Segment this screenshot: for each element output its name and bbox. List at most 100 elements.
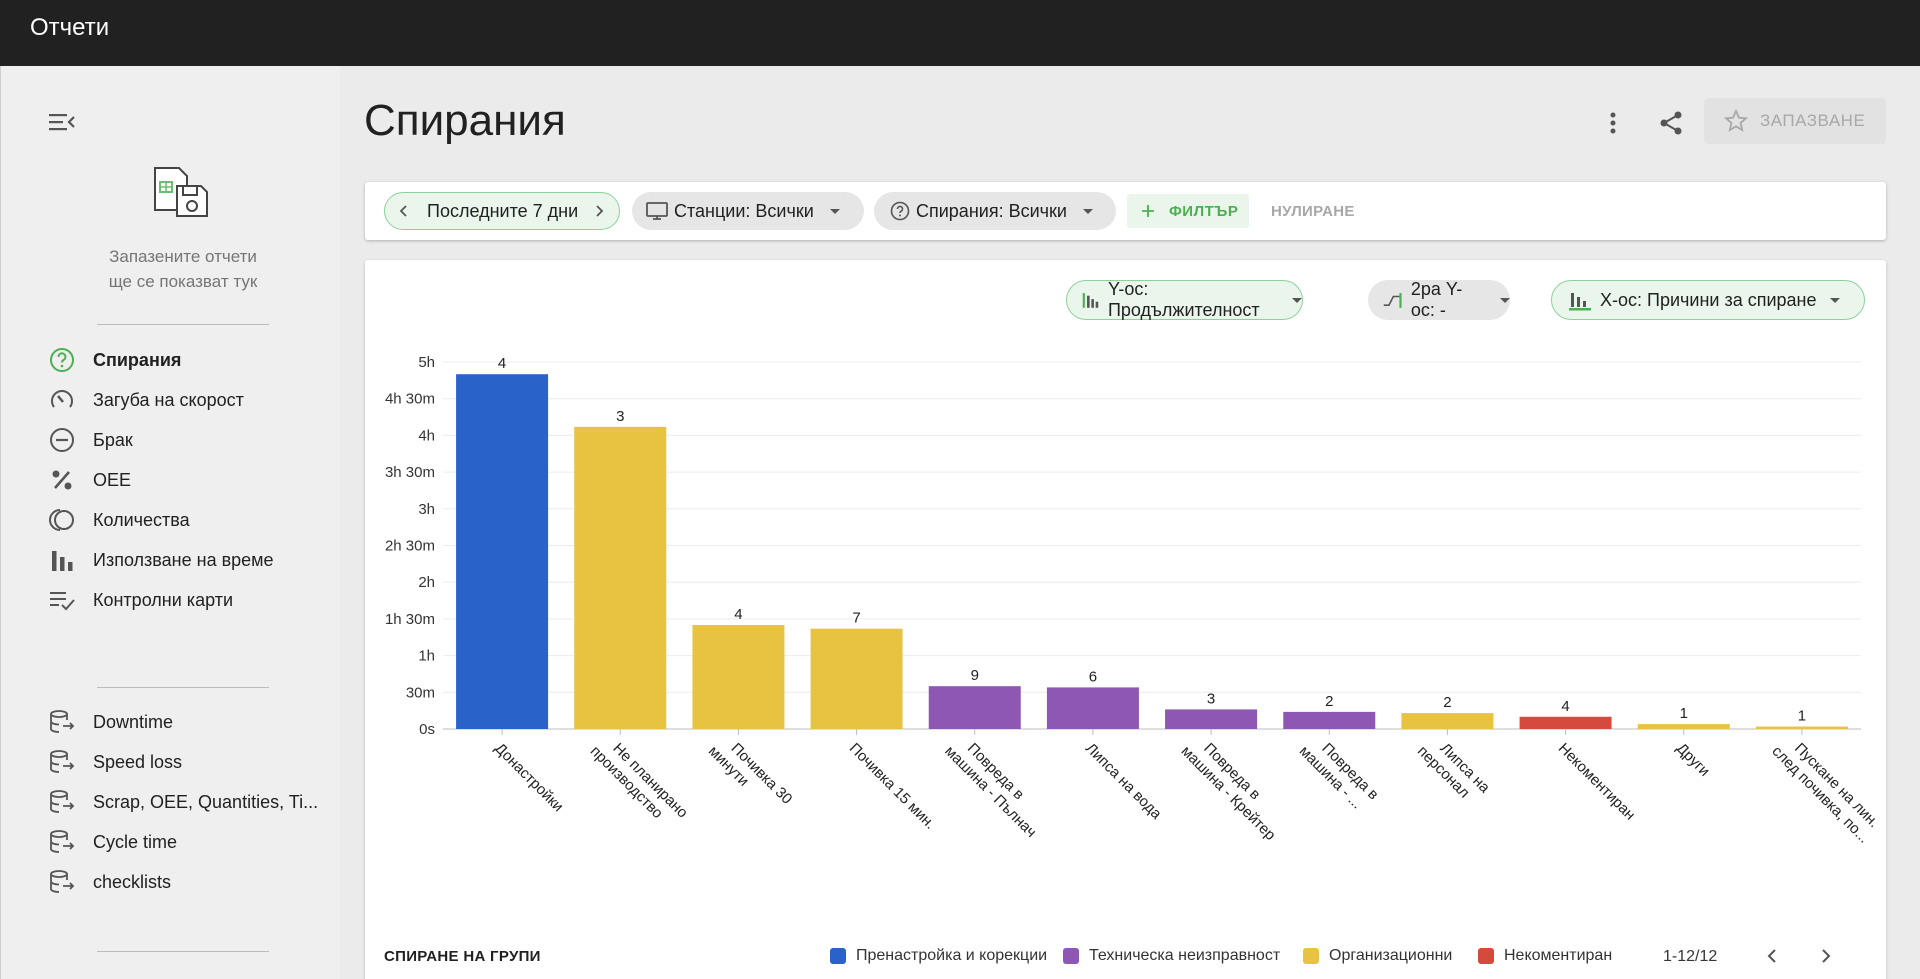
- bar-count-label: 3: [616, 408, 624, 425]
- x-tick-label: Липса наперсонал: [1414, 730, 1494, 810]
- chevron-left-icon[interactable]: [399, 204, 409, 218]
- period-filter-chip[interactable]: Последните 7 дни: [384, 192, 620, 230]
- legend-pagination: 1-12/12: [1663, 948, 1718, 965]
- bar-count-label: 4: [498, 355, 506, 372]
- app-bar: Отчети: [0, 0, 1920, 66]
- sidebar-item-label: Scrap, OEE, Quantities, Ti...: [93, 791, 319, 812]
- save-button-label: ЗАПАЗВАНЕ: [1760, 111, 1866, 130]
- save-button[interactable]: ЗАПАЗВАНЕ: [1704, 98, 1886, 144]
- legend-item-technical[interactable]: Техническа неизправност: [1063, 947, 1280, 965]
- star-icon: [1724, 109, 1748, 132]
- x-tick-label-line: Донастройки: [491, 740, 566, 815]
- sidebar-item-checklists[interactable]: checklists: [47, 863, 327, 901]
- bar[interactable]: [1519, 716, 1612, 729]
- y-tick-label: 3h 30m: [385, 464, 435, 481]
- x-tick-label-line: Липса на вода: [1082, 740, 1165, 823]
- minus-circle-icon: [50, 428, 74, 452]
- sidebar-item-scrap-oee-source[interactable]: Scrap, OEE, Quantities, Ti...: [47, 783, 327, 821]
- legend-item-setup[interactable]: Пренастройка и корекции: [830, 947, 1047, 965]
- bar[interactable]: [1637, 724, 1730, 729]
- x-tick-label: Пускане на лин.след почивка, по...: [1768, 730, 1885, 847]
- bar[interactable]: [1283, 711, 1376, 729]
- chart-legend: СПИРАНЕ НА ГРУПИ Пренастройка и корекции…: [365, 940, 1886, 974]
- dropdown-arrow-icon: [1830, 297, 1841, 303]
- x-tick-label: Некоментиран: [1555, 740, 1639, 824]
- speedometer-icon: [51, 390, 73, 408]
- bar[interactable]: [1046, 687, 1139, 729]
- sidebar-item-cycle-time[interactable]: Cycle time: [47, 823, 327, 861]
- second-y-axis-selector[interactable]: 2ра Y-ос: -: [1368, 279, 1510, 320]
- x-tick-label-line: Почивка 15 мин.: [846, 740, 939, 833]
- bar-count-label: 1: [1680, 705, 1688, 722]
- bar-count-label: 1: [1798, 708, 1806, 725]
- x-axis-bars-icon: [1569, 293, 1591, 311]
- database-arrow-icon: [50, 710, 75, 733]
- legend-next-button[interactable]: [1814, 944, 1838, 968]
- bar[interactable]: [1165, 709, 1258, 729]
- filter-bar: Последните 7 дни Станции: Всички Спирани…: [365, 182, 1886, 240]
- legend-swatch: [1303, 948, 1319, 964]
- sidebar: Запазените отчети ще се показват тук Спи…: [0, 66, 340, 979]
- sidebar-item-label: Спирания: [93, 349, 182, 370]
- y-tick-label: 4h: [418, 427, 435, 444]
- x-tick-label-line: Други: [1673, 740, 1713, 780]
- menu-collapse-icon[interactable]: [49, 112, 75, 132]
- chevron-right-icon[interactable]: [594, 204, 604, 218]
- bar[interactable]: [928, 686, 1021, 729]
- sidebar-item-stops[interactable]: Спирания: [47, 341, 327, 379]
- sidebar-item-label: Използване на време: [93, 549, 274, 570]
- legend-item-organizational[interactable]: Организационни: [1303, 947, 1452, 965]
- y-axis-label: Y-ос: Продължителност: [1107, 279, 1260, 320]
- sidebar-item-oee[interactable]: OEE: [47, 461, 327, 499]
- stations-filter-chip[interactable]: Станции: Всички: [632, 192, 864, 230]
- legend-item-uncommented[interactable]: Некоментиран: [1478, 947, 1612, 965]
- sidebar-item-scrap[interactable]: Брак: [47, 421, 327, 459]
- bar[interactable]: [574, 426, 667, 729]
- bar[interactable]: [1401, 713, 1494, 729]
- sidebar-item-label: Количества: [93, 509, 190, 530]
- bar[interactable]: [456, 374, 549, 729]
- x-tick-label: Почивка 15 мин.: [846, 740, 939, 833]
- more-options-button[interactable]: [1598, 108, 1628, 138]
- sidebar-item-label: Контролни карти: [93, 589, 234, 610]
- saved-reports-hint-line2: ще се показват тук: [108, 272, 258, 291]
- x-tick-label: Донастройки: [491, 740, 566, 815]
- bar[interactable]: [692, 625, 785, 729]
- bar-count-label: 7: [852, 610, 860, 627]
- sidebar-item-speed-loss-source[interactable]: Speed loss: [47, 743, 327, 781]
- period-label: Последните 7 дни: [427, 200, 579, 221]
- database-arrow-icon: [50, 790, 75, 813]
- sidebar-item-label: Брак: [93, 429, 133, 450]
- share-icon: [1660, 111, 1682, 135]
- sidebar-item-control-charts[interactable]: Контролни карти: [47, 581, 327, 619]
- legend-label: Организационни: [1329, 947, 1453, 964]
- sidebar-divider: [97, 324, 269, 325]
- bar-count-label: 3: [1207, 690, 1215, 707]
- sidebar-item-label: Downtime: [93, 711, 174, 732]
- sidebar-item-quantities[interactable]: Количества: [47, 501, 327, 539]
- sidebar-item-label: Speed loss: [93, 751, 183, 772]
- stops-filter-chip[interactable]: Спирания: Всички: [874, 192, 1116, 230]
- app-title: Отчети: [30, 14, 110, 41]
- question-circle-icon: [890, 201, 910, 221]
- sidebar-item-label: checklists: [93, 871, 172, 892]
- bar[interactable]: [1755, 726, 1848, 729]
- add-filter-label: ФИЛТЪР: [1169, 202, 1239, 220]
- add-filter-button[interactable]: ФИЛТЪР: [1127, 194, 1249, 228]
- y-axis-selector[interactable]: Y-ос: Продължителност: [1066, 279, 1303, 320]
- reset-filters-button[interactable]: НУЛИРАНЕ: [1271, 202, 1355, 220]
- dropdown-arrow-icon: [1292, 297, 1302, 303]
- sidebar-item-speed-loss[interactable]: Загуба на скорост: [47, 381, 327, 419]
- dropdown-arrow-icon: [1082, 208, 1093, 214]
- share-button[interactable]: [1654, 106, 1688, 140]
- y-tick-label: 4h 30m: [385, 391, 435, 408]
- x-axis-selector[interactable]: X-ос: Причини за спиране: [1551, 280, 1865, 320]
- bar[interactable]: [810, 628, 903, 729]
- sidebar-item-downtime[interactable]: Downtime: [47, 703, 327, 741]
- legend-prev-button[interactable]: [1760, 944, 1784, 968]
- bar-count-label: 4: [734, 606, 742, 623]
- x-tick-label: Не планиранопроизводство: [587, 730, 691, 834]
- sidebar-item-time-usage[interactable]: Използване на време: [47, 541, 327, 579]
- legend-title: СПИРАНЕ НА ГРУПИ: [384, 948, 541, 965]
- y-tick-label: 3h: [418, 501, 435, 518]
